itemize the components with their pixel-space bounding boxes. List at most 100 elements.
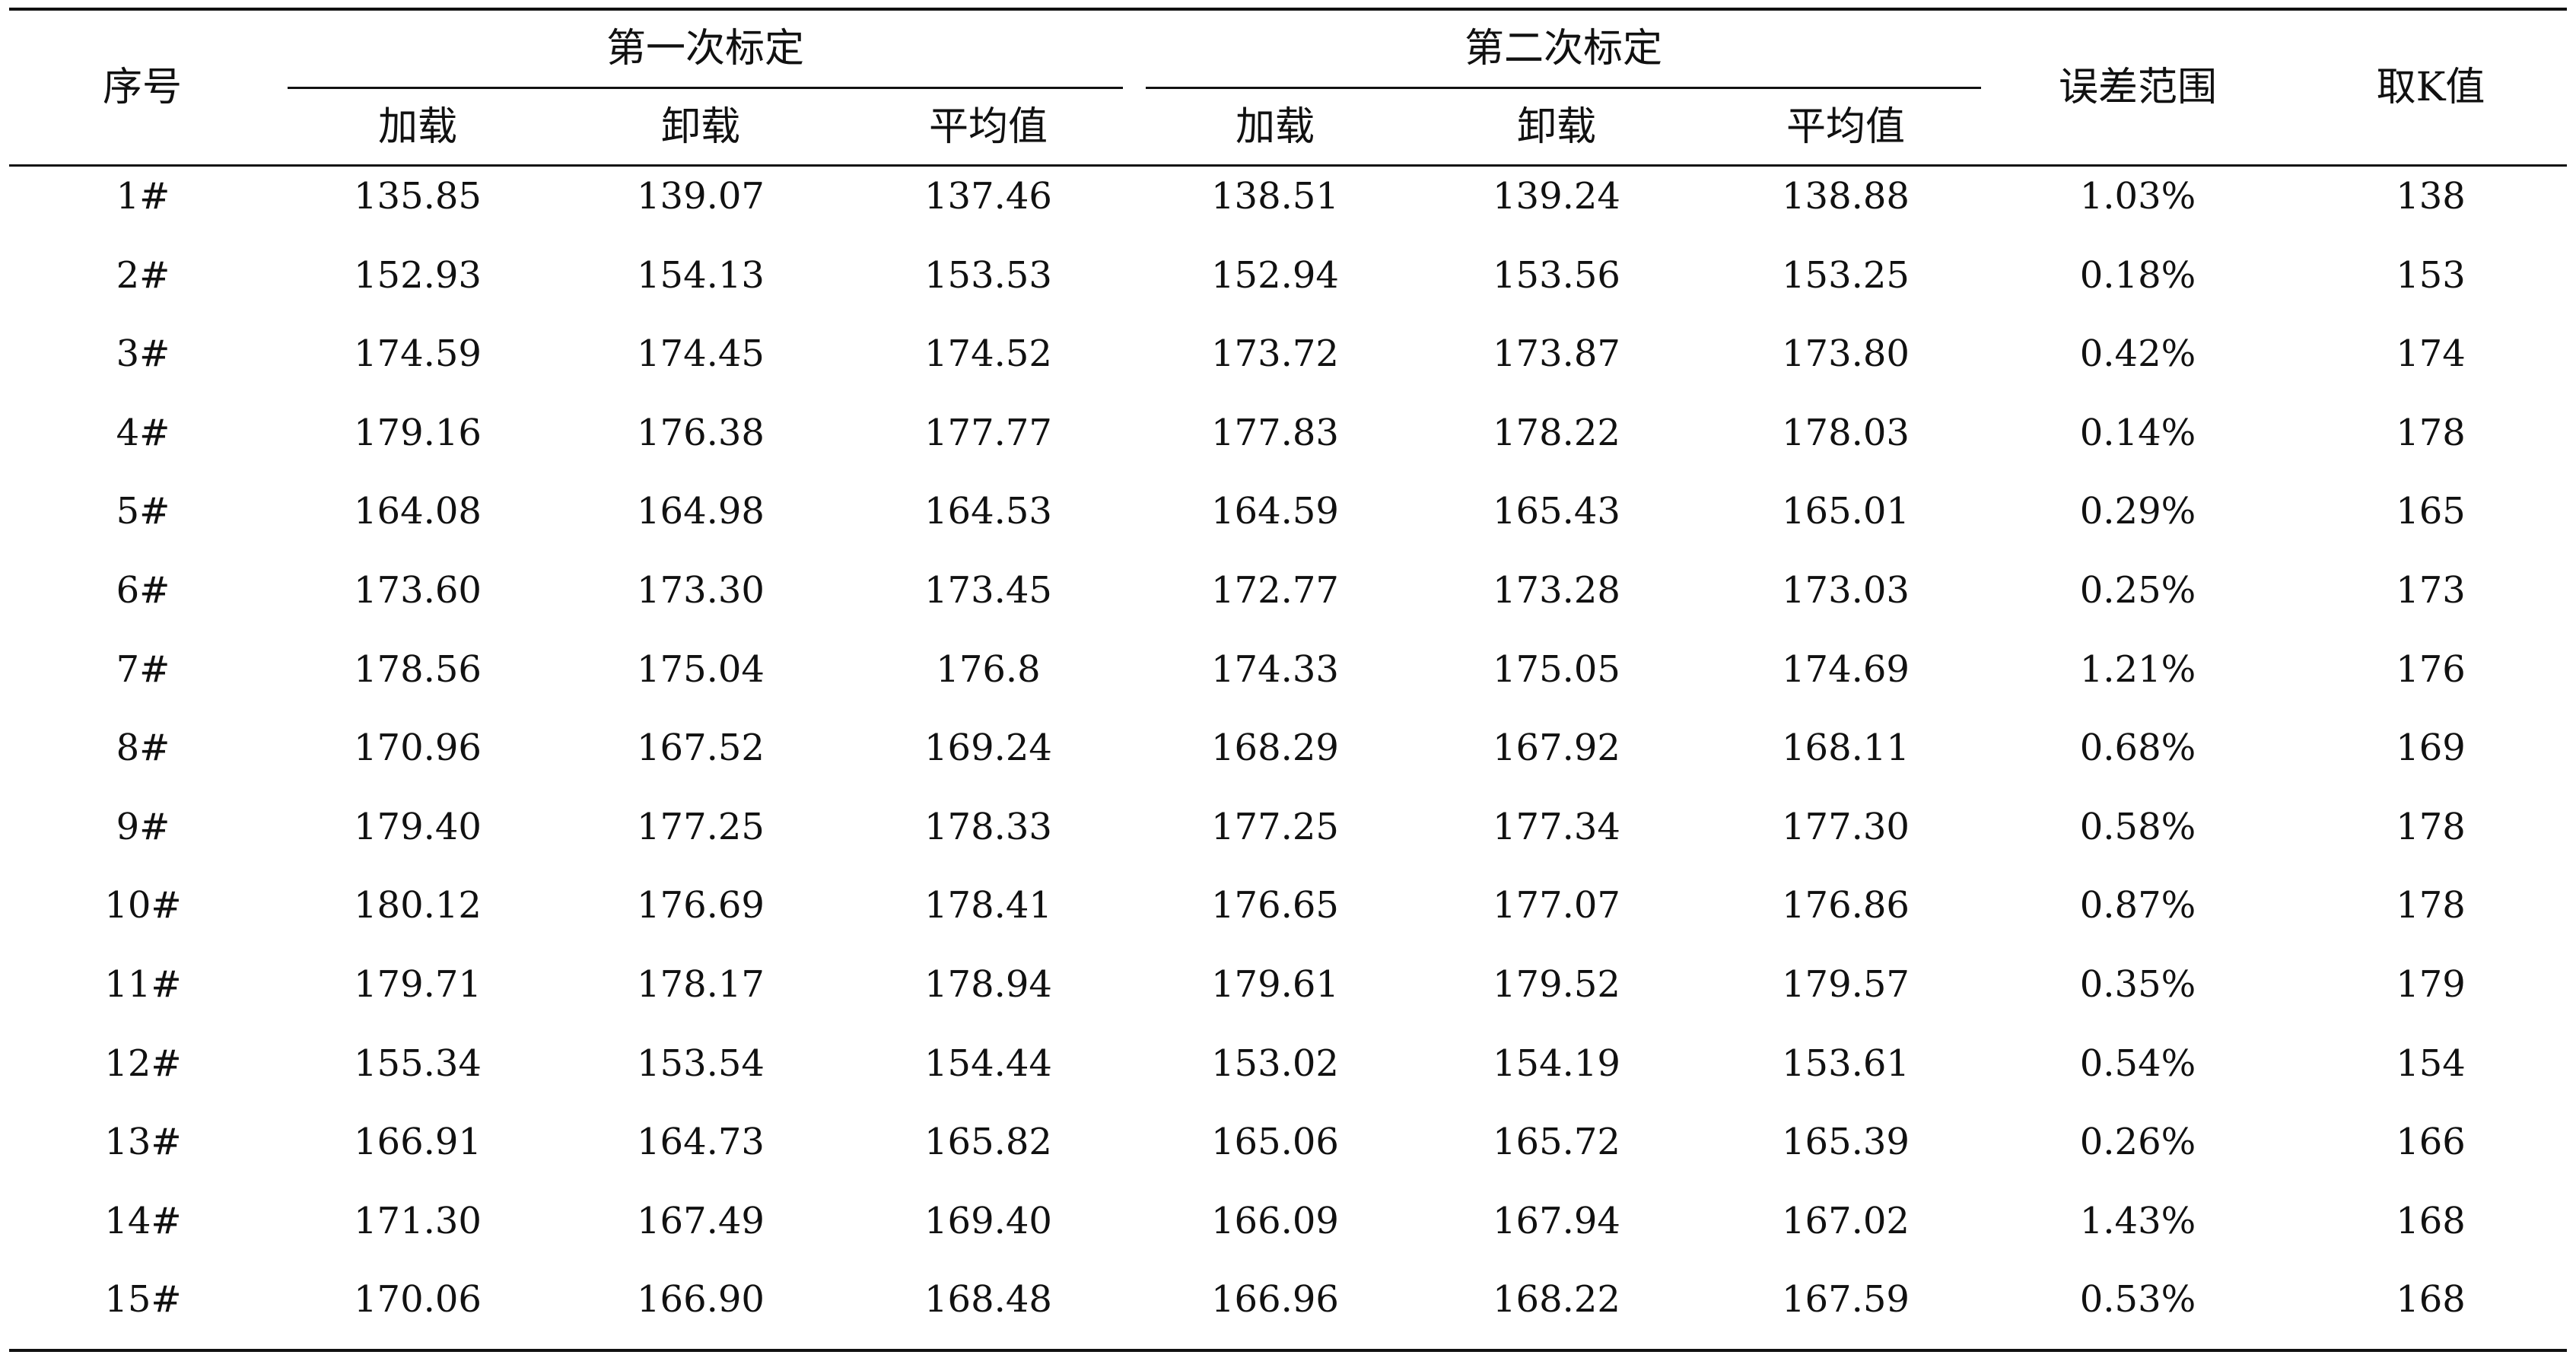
cell-index: 8# [116,727,170,770]
cell-load-1: 152.93 [354,253,482,297]
cell-error-range: 0.29% [2079,490,2196,533]
cell-average-2: 174.69 [1782,647,1910,691]
cell-average-2: 176.86 [1782,884,1910,927]
cell-load-2: 168.29 [1211,727,1339,770]
cell-average-2: 167.59 [1782,1278,1910,1321]
sub-header-load-1: 加载 [377,103,457,150]
cell-average-2: 179.57 [1782,963,1910,1006]
cell-load-1: 174.59 [354,332,482,376]
cell-unload-1: 139.07 [637,175,765,218]
cell-k-value: 178 [2396,805,2466,848]
cell-error-range: 1.21% [2079,647,2196,691]
header-k-value: 取K值 [2376,65,2485,110]
cell-unload-2: 167.92 [1493,727,1620,770]
cell-error-range: 0.58% [2079,805,2196,848]
cell-error-range: 0.87% [2079,884,2196,927]
cell-average-1: 153.53 [924,253,1052,297]
cell-load-1: 155.34 [354,1042,482,1085]
cell-load-1: 179.71 [354,963,482,1006]
cell-error-range: 0.18% [2079,253,2196,297]
cell-error-range: 0.25% [2079,569,2196,612]
cell-average-1: 178.94 [924,963,1052,1006]
cell-error-range: 0.68% [2079,727,2196,770]
cell-average-2: 165.01 [1782,490,1910,533]
cell-index: 1# [116,175,170,218]
cell-error-range: 0.26% [2079,1121,2196,1164]
cell-average-1: 178.41 [924,884,1052,927]
cell-index: 10# [104,884,182,927]
cell-unload-2: 167.94 [1493,1199,1620,1242]
cell-average-2: 138.88 [1782,175,1910,218]
cell-unload-1: 173.30 [637,569,765,612]
cell-index: 2# [116,253,170,297]
cell-load-1: 166.91 [354,1121,482,1164]
cell-load-2: 174.33 [1211,647,1339,691]
cell-average-1: 164.53 [924,490,1052,533]
cell-k-value: 154 [2396,1042,2466,1085]
table-top-rule [9,8,2567,11]
cell-index: 7# [116,647,170,691]
header-group1: 第一次标定 [606,26,804,72]
cell-average-2: 178.03 [1782,411,1910,454]
cell-load-2: 166.09 [1211,1199,1339,1242]
cell-k-value: 165 [2396,490,2466,533]
cell-average-1: 137.46 [924,175,1052,218]
cell-load-2: 179.61 [1211,963,1339,1006]
cell-error-range: 0.42% [2079,332,2196,376]
cell-unload-2: 177.34 [1493,805,1620,848]
cell-average-1: 173.45 [924,569,1052,612]
cell-k-value: 176 [2396,647,2466,691]
cell-index: 15# [104,1278,182,1321]
header-group2: 第二次标定 [1464,26,1662,72]
cell-average-2: 153.25 [1782,253,1910,297]
cell-unload-2: 173.87 [1493,332,1620,376]
cell-unload-1: 176.69 [637,884,765,927]
cell-index: 12# [104,1042,182,1085]
table-bottom-rule [9,1349,2567,1352]
cell-load-1: 180.12 [354,884,482,927]
cell-k-value: 169 [2396,727,2466,770]
cell-index: 4# [116,411,170,454]
cell-load-2: 177.83 [1211,411,1339,454]
cell-unload-1: 166.90 [637,1278,765,1321]
cell-k-value: 173 [2396,569,2466,612]
cell-unload-1: 154.13 [637,253,765,297]
cell-unload-2: 177.07 [1493,884,1620,927]
cell-load-2: 177.25 [1211,805,1339,848]
cell-load-1: 135.85 [354,175,482,218]
cell-average-2: 177.30 [1782,805,1910,848]
cell-index: 9# [116,805,170,848]
cell-load-1: 179.16 [354,411,482,454]
cell-unload-1: 176.38 [637,411,765,454]
cell-k-value: 168 [2396,1278,2466,1321]
cell-k-value: 178 [2396,411,2466,454]
cell-error-range: 0.14% [2079,411,2196,454]
cell-load-1: 170.96 [354,727,482,770]
cell-index: 13# [104,1121,182,1164]
cell-load-2: 165.06 [1211,1121,1339,1164]
cell-load-2: 172.77 [1211,569,1339,612]
cell-average-2: 168.11 [1782,727,1910,770]
cell-load-2: 173.72 [1211,332,1339,376]
cell-load-2: 138.51 [1211,175,1339,218]
sub-header-average-2: 平均值 [1786,103,1905,150]
cell-unload-2: 175.05 [1493,647,1620,691]
cell-load-2: 164.59 [1211,490,1339,533]
cell-average-2: 153.61 [1782,1042,1910,1085]
group1-rule [288,87,1123,89]
cell-average-1: 169.24 [924,727,1052,770]
cell-average-1: 165.82 [924,1121,1052,1164]
cell-average-1: 169.40 [924,1199,1052,1242]
cell-error-range: 1.43% [2079,1199,2196,1242]
cell-load-1: 173.60 [354,569,482,612]
cell-unload-2: 153.56 [1493,253,1620,297]
cell-average-1: 154.44 [924,1042,1052,1085]
sub-header-unload-1: 卸载 [660,103,740,150]
cell-average-1: 174.52 [924,332,1052,376]
cell-load-2: 153.02 [1211,1042,1339,1085]
sub-header-average-1: 平均值 [928,103,1048,150]
sub-header-unload-2: 卸载 [1516,103,1596,150]
cell-unload-2: 165.43 [1493,490,1620,533]
cell-average-2: 173.80 [1782,332,1910,376]
